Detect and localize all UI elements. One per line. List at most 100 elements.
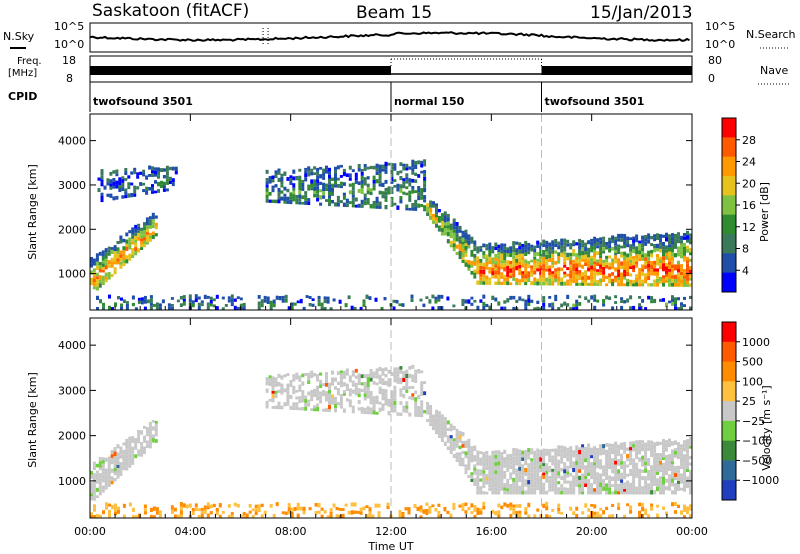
range-time-cell [399, 170, 403, 174]
range-time-cell [292, 187, 296, 191]
nsky-tick-bot-right: 10^0 [705, 38, 735, 51]
range-time-cell [160, 168, 163, 172]
range-time-cell [119, 473, 123, 476]
range-time-cell [154, 174, 157, 177]
range-time-cell [617, 507, 621, 510]
range-time-cell [344, 303, 348, 308]
range-time-cell [560, 475, 564, 481]
range-time-cell [248, 510, 252, 514]
range-time-cell [328, 396, 331, 401]
range-time-cell [473, 464, 477, 468]
range-time-cell [295, 375, 299, 380]
range-time-cell [503, 267, 507, 272]
range-time-cell [473, 299, 477, 303]
range-time-cell [524, 252, 528, 256]
range-time-cell [417, 160, 421, 165]
range-time-cell [653, 445, 657, 450]
range-time-cell [429, 409, 433, 412]
range-time-cell [557, 475, 561, 479]
range-time-cell [125, 441, 129, 446]
range-time-cell [265, 178, 269, 182]
range-time-cell [530, 483, 534, 488]
range-time-cell [360, 168, 364, 172]
range-time-cell [384, 393, 388, 397]
range-time-cell [614, 453, 618, 457]
range-time-cell [608, 248, 612, 253]
x-tick-label: 00:00 [676, 525, 708, 538]
colorbar-tick-label: −1000 [742, 474, 779, 487]
range-time-cell [378, 190, 382, 195]
range-time-cell [635, 468, 639, 474]
range-time-cell [101, 266, 105, 270]
range-time-cell [671, 236, 674, 241]
range-time-cell [521, 243, 525, 248]
range-time-cell [548, 275, 552, 279]
velocity-colorbar-label: Velocity [m s⁻¹] [760, 385, 773, 470]
range-time-cell [614, 482, 618, 487]
range-time-cell [351, 197, 355, 201]
range-time-cell [218, 503, 222, 508]
range-time-cell [545, 490, 549, 495]
range-time-cell [542, 472, 546, 476]
range-time-cell [671, 248, 674, 253]
range-time-cell [632, 491, 636, 495]
range-time-cell [140, 297, 144, 301]
range-time-cell [677, 235, 680, 240]
range-time-cell [602, 239, 606, 243]
range-time-cell [500, 272, 504, 276]
range-time-cell [608, 255, 612, 259]
range-time-cell [494, 261, 498, 265]
range-time-cell [140, 227, 144, 231]
range-time-cell [560, 487, 564, 491]
range-time-cell [506, 260, 510, 263]
range-time-cell [641, 459, 645, 464]
range-time-cell [339, 181, 343, 186]
range-time-cell [393, 393, 397, 398]
range-time-cell [101, 281, 105, 285]
range-time-cell [124, 191, 128, 195]
range-time-cell [423, 187, 427, 193]
range-time-cell [560, 277, 564, 282]
range-time-cell [335, 514, 339, 518]
range-time-cell [620, 245, 624, 249]
range-time-cell [271, 406, 275, 409]
range-time-cell [659, 490, 662, 495]
range-time-cell [390, 186, 394, 191]
range-time-cell [638, 279, 642, 284]
range-time-cell [605, 295, 609, 300]
range-time-cell [671, 482, 674, 487]
range-time-cell [104, 258, 108, 263]
range-time-cell [515, 472, 519, 477]
range-time-cell [92, 461, 96, 466]
range-time-cell [644, 307, 648, 310]
range-time-cell [608, 514, 612, 518]
range-time-cell [626, 490, 630, 495]
range-time-cell [239, 297, 243, 301]
range-time-cell [662, 298, 665, 302]
range-time-cell [491, 487, 495, 491]
range-time-cell [500, 275, 504, 279]
range-time-cell [435, 424, 438, 428]
range-time-cell [143, 237, 146, 241]
range-time-cell [680, 444, 683, 448]
range-time-cell [378, 173, 382, 177]
range-time-cell [301, 406, 305, 411]
range-time-cell [644, 261, 648, 266]
range-time-cell [674, 241, 677, 245]
range-time-cell [587, 254, 591, 258]
range-time-cell [215, 507, 219, 512]
range-time-cell [476, 259, 480, 264]
range-time-cell [647, 260, 651, 264]
range-time-cell [656, 463, 659, 468]
range-time-cell [116, 261, 120, 265]
range-time-cell [381, 194, 385, 199]
range-time-cell [233, 298, 237, 302]
range-time-cell [143, 435, 146, 440]
range-time-cell [662, 446, 665, 450]
range-time-cell [491, 464, 495, 469]
range-time-cell [316, 171, 320, 176]
range-time-cell [384, 396, 388, 402]
range-time-cell [629, 461, 633, 466]
range-time-cell [145, 217, 149, 221]
range-time-cell [482, 501, 486, 506]
